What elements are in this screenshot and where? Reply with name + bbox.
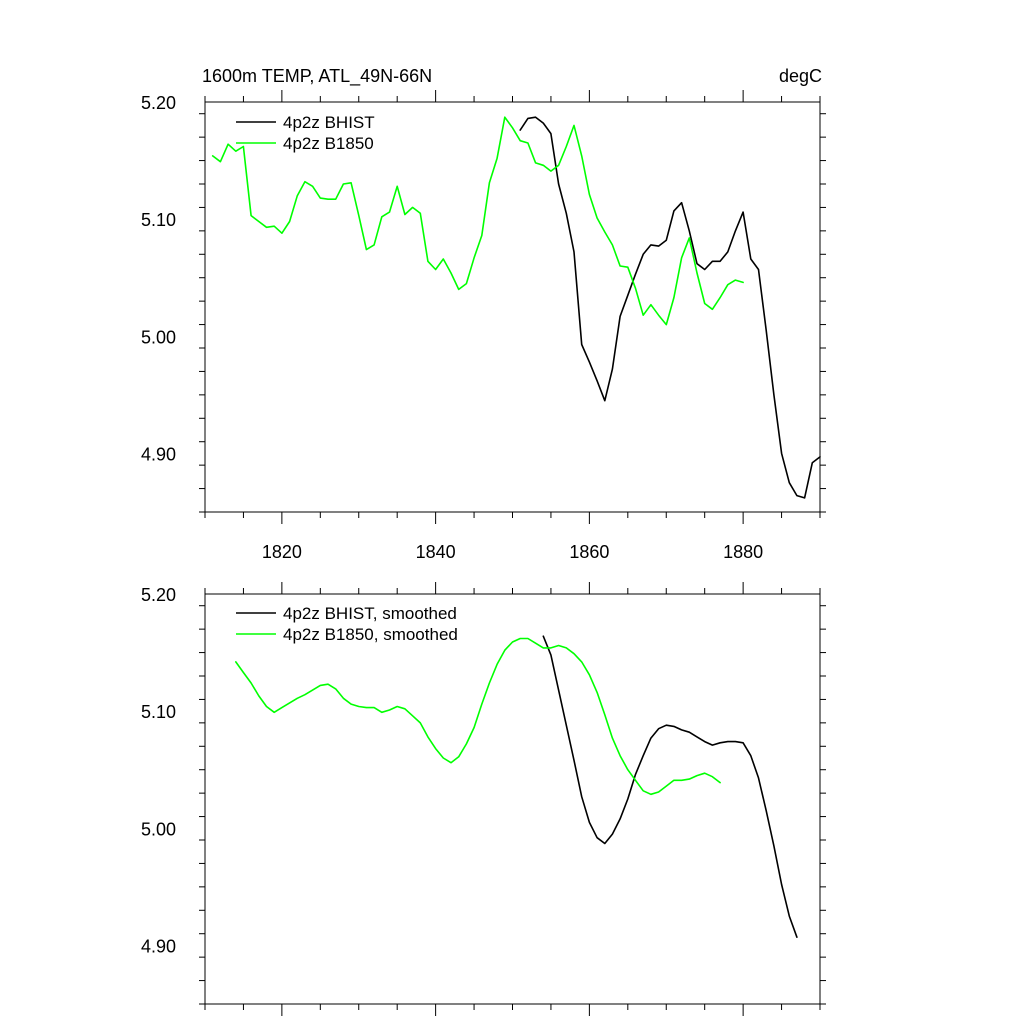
p1-x-tick-label: 1860: [569, 542, 609, 562]
p1-x-tick-label: 1880: [723, 542, 763, 562]
p1-legend-label-2: 4p2z B1850: [283, 134, 374, 153]
p2-legend-label-1: 4p2z BHIST, smoothed: [283, 604, 457, 623]
p2-y-tick-label: 5.20: [141, 585, 176, 605]
p2-y-tick-label: 4.90: [141, 936, 176, 956]
p1-y-tick-label: 5.20: [141, 93, 176, 113]
p2-series-line-1: [542, 635, 798, 939]
p1-title-right: degC: [779, 66, 822, 86]
p1-y-tick-label: 5.00: [141, 327, 176, 347]
p1-series-line-2: [211, 116, 744, 326]
p1-plot-frame: [204, 101, 821, 513]
p1-y-tick-label: 5.10: [141, 210, 176, 230]
p2-series-line-2: [235, 637, 721, 796]
p1-legend-label-1: 4p2z BHIST: [283, 113, 375, 132]
p2-y-tick-label: 5.00: [141, 819, 176, 839]
p1-y-tick-label: 4.90: [141, 444, 176, 464]
p1-x-tick-label: 1840: [416, 542, 456, 562]
p1-x-tick-label: 1820: [262, 542, 302, 562]
p1-series-line-1: [519, 116, 821, 499]
p2-y-tick-label: 5.10: [141, 702, 176, 722]
p2-plot-frame: [204, 593, 821, 1005]
p2-legend-label-2: 4p2z B1850, smoothed: [283, 625, 458, 644]
p1-title-left: 1600m TEMP, ATL_49N-66N: [202, 66, 432, 87]
